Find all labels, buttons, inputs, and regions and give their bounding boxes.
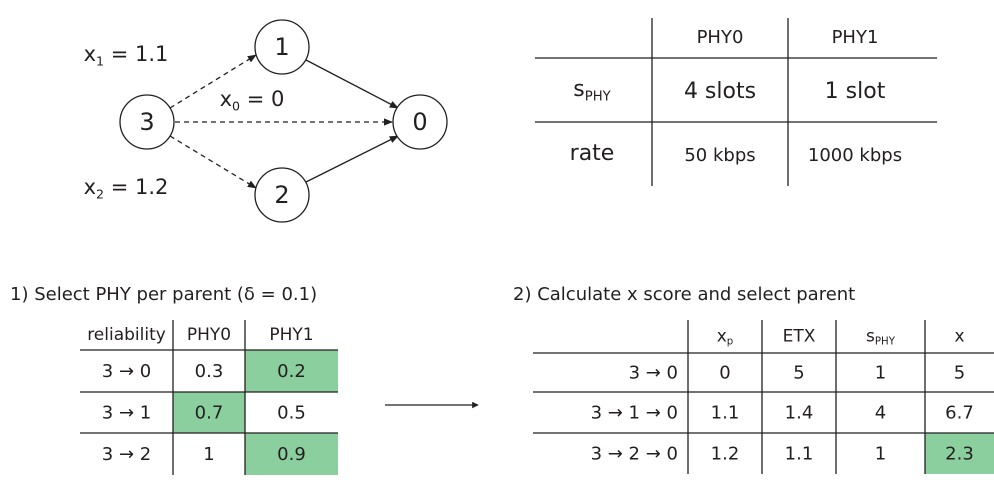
edge-label: x0 = 0 [220, 87, 285, 113]
node [254, 167, 310, 223]
cell: 0.3 [195, 361, 224, 382]
sub: 1 [96, 53, 104, 68]
header-cell: PHY0 [697, 27, 744, 48]
cell: 0.5 [277, 403, 306, 424]
edge [305, 59, 399, 109]
selected-cell [245, 350, 338, 392]
edge-label: x2 = 1.2 [84, 175, 169, 201]
header-cell: ETX [783, 327, 816, 347]
cell: 1.2 [711, 444, 740, 465]
row-label: 3 → 0 [629, 363, 678, 384]
cell: 0 [719, 363, 730, 384]
cell: 1 slot [825, 79, 886, 104]
row-label: 3 → 1 [102, 403, 151, 424]
header-cell: x [954, 327, 964, 347]
var: s [573, 77, 584, 102]
cell: 1.1 [785, 444, 814, 465]
node [392, 94, 448, 150]
cell: 1 [875, 363, 886, 384]
rest: = 0 [240, 87, 284, 111]
edge [305, 135, 399, 183]
var: x [84, 175, 96, 199]
edge-label: x1 = 1.1 [84, 42, 169, 68]
edges [169, 54, 399, 189]
caption: 1) Select PHY per parent (δ = 0.1) [10, 284, 317, 305]
header-cell: reliability [87, 325, 166, 345]
rest: = 1.2 [104, 175, 168, 199]
caption: 2) Calculate x score and select parent [513, 284, 855, 305]
node [119, 94, 175, 150]
cell: 5 [954, 363, 965, 384]
cell: 4 [875, 403, 886, 424]
cell: 50 kbps [684, 145, 755, 166]
row-label: 3 → 0 [102, 361, 151, 382]
cell: 6.7 [945, 403, 974, 424]
node-label: 1 [274, 33, 289, 61]
rest: = 1.1 [104, 42, 168, 66]
sub: PHY [585, 90, 612, 105]
header-cell: sPHY [866, 327, 896, 348]
edge [169, 54, 257, 109]
row-label: 3 → 2 [102, 444, 151, 465]
var: x [717, 327, 727, 347]
row-label: rate [570, 141, 615, 166]
edge [169, 135, 257, 189]
cell: 0.2 [277, 361, 306, 382]
sub: PHY [875, 337, 896, 348]
selected-cell [925, 433, 994, 474]
cell: 2.3 [945, 444, 974, 465]
header-cell: xp [717, 327, 734, 348]
cell: 1.1 [711, 403, 740, 424]
cell: 5 [793, 363, 804, 384]
cell: 1 [875, 444, 886, 465]
selected-cell [245, 433, 338, 475]
cell: 1.4 [785, 403, 814, 424]
row-label: sPHY [573, 77, 611, 105]
row-label: 3 → 2 → 0 [591, 444, 678, 465]
var: x [84, 42, 96, 66]
var: s [866, 327, 875, 347]
cell: 0.9 [277, 444, 306, 465]
cell: 1 [203, 444, 214, 465]
node [254, 19, 310, 75]
selected-cell [173, 392, 245, 433]
node-label: 2 [274, 181, 289, 209]
sub: p [727, 337, 733, 348]
sub: 0 [232, 98, 240, 113]
row-label: 3 → 1 → 0 [591, 403, 678, 424]
cell: 0.7 [195, 403, 224, 424]
var: x [220, 87, 232, 111]
node-label: 3 [139, 108, 154, 136]
cell: 1000 kbps [808, 145, 902, 166]
cell: 4 slots [684, 79, 756, 104]
node-label: 0 [412, 108, 427, 136]
header-cell: PHY0 [187, 325, 231, 345]
header-cell: PHY1 [832, 27, 879, 48]
sub: 2 [96, 186, 104, 201]
header-cell: PHY1 [269, 325, 313, 345]
